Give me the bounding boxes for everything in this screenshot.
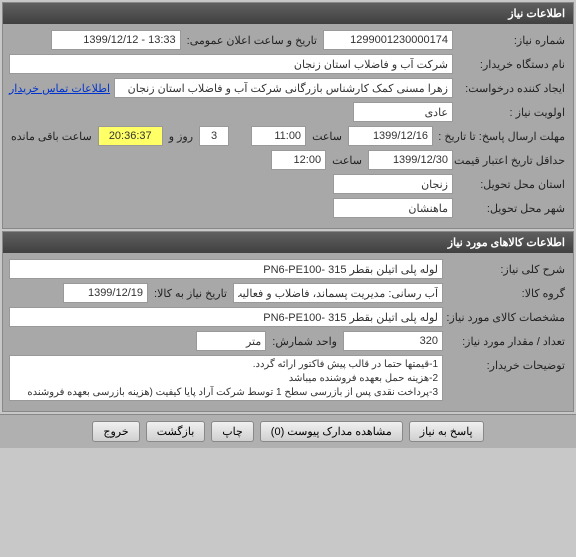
requester-field[interactable] [114, 78, 453, 98]
goods-group-label: گروه کالا: [447, 287, 567, 300]
goods-date-field[interactable] [63, 283, 148, 303]
view-docs-button[interactable]: مشاهده مدارک پیوست (0) [260, 421, 403, 442]
priority-label: اولویت نیاز : [457, 106, 567, 119]
deadline-date-field[interactable] [348, 126, 433, 146]
days-and-label: روز و [167, 130, 195, 143]
days-field[interactable] [199, 126, 229, 146]
priority-field[interactable] [353, 102, 453, 122]
announce-time-label: تاریخ و ساعت اعلان عمومی: [185, 34, 319, 47]
qty-field[interactable] [343, 331, 443, 351]
need-no-label: شماره نیاز: [457, 34, 567, 47]
need-title-field[interactable] [9, 259, 443, 279]
need-info-panel: اطلاعات نیاز شماره نیاز: تاریخ و ساعت اع… [2, 2, 574, 229]
deadline-time-label: ساعت [310, 130, 344, 143]
deadline-label: مهلت ارسال پاسخ: تا تاریخ : [437, 130, 567, 143]
requester-label: ایجاد کننده درخواست: [457, 82, 567, 95]
action-bar: پاسخ به نیاز مشاهده مدارک پیوست (0) چاپ … [0, 414, 576, 448]
delivery-prov-label: استان محل تحویل: [457, 178, 567, 191]
need-info-body: شماره نیاز: تاریخ و ساعت اعلان عمومی: نا… [3, 24, 573, 228]
validity-label: حداقل تاریخ اعتبار قیمت: [457, 154, 567, 167]
goods-group-field[interactable] [233, 283, 443, 303]
delivery-prov-field[interactable] [333, 174, 453, 194]
goods-info-body: شرح کلی نیاز: گروه کالا: تاریخ نیاز به ک… [3, 253, 573, 411]
exit-button[interactable]: خروج [92, 421, 139, 442]
buyer-label: نام دستگاه خریدار: [457, 58, 567, 71]
unit-label: واحد شمارش: [270, 335, 339, 348]
goods-date-label: تاریخ نیاز به کالا: [152, 287, 229, 300]
countdown-field [98, 126, 163, 146]
unit-field[interactable] [196, 331, 266, 351]
validity-date-field[interactable] [368, 150, 453, 170]
buyer-notes-label: توضیحات خریدار: [447, 355, 567, 372]
print-button[interactable]: چاپ [211, 421, 254, 442]
need-no-field[interactable] [323, 30, 453, 50]
goods-info-header: اطلاعات کالاهای مورد نیاز [3, 232, 573, 253]
reply-button[interactable]: پاسخ به نیاز [409, 421, 484, 442]
deadline-time-field[interactable] [251, 126, 306, 146]
delivery-city-label: شهر محل تحویل: [457, 202, 567, 215]
qty-label: تعداد / مقدار مورد نیاز: [447, 335, 567, 348]
need-info-header: اطلاعات نیاز [3, 3, 573, 24]
contact-link[interactable]: اطلاعات تماس خریدار [9, 82, 110, 95]
goods-info-panel: اطلاعات کالاهای مورد نیاز شرح کلی نیاز: … [2, 231, 574, 412]
remain-label: ساعت باقی مانده [9, 130, 94, 143]
buyer-notes-field[interactable] [9, 355, 443, 401]
validity-time-label: ساعت [330, 154, 364, 167]
need-title-label: شرح کلی نیاز: [447, 263, 567, 276]
buyer-field[interactable] [9, 54, 453, 74]
goods-spec-field[interactable] [9, 307, 443, 327]
back-button[interactable]: بازگشت [146, 421, 206, 442]
validity-time-field[interactable] [271, 150, 326, 170]
goods-spec-label: مشخصات کالای مورد نیاز: [447, 311, 567, 324]
announce-time-field[interactable] [51, 30, 181, 50]
delivery-city-field[interactable] [333, 198, 453, 218]
